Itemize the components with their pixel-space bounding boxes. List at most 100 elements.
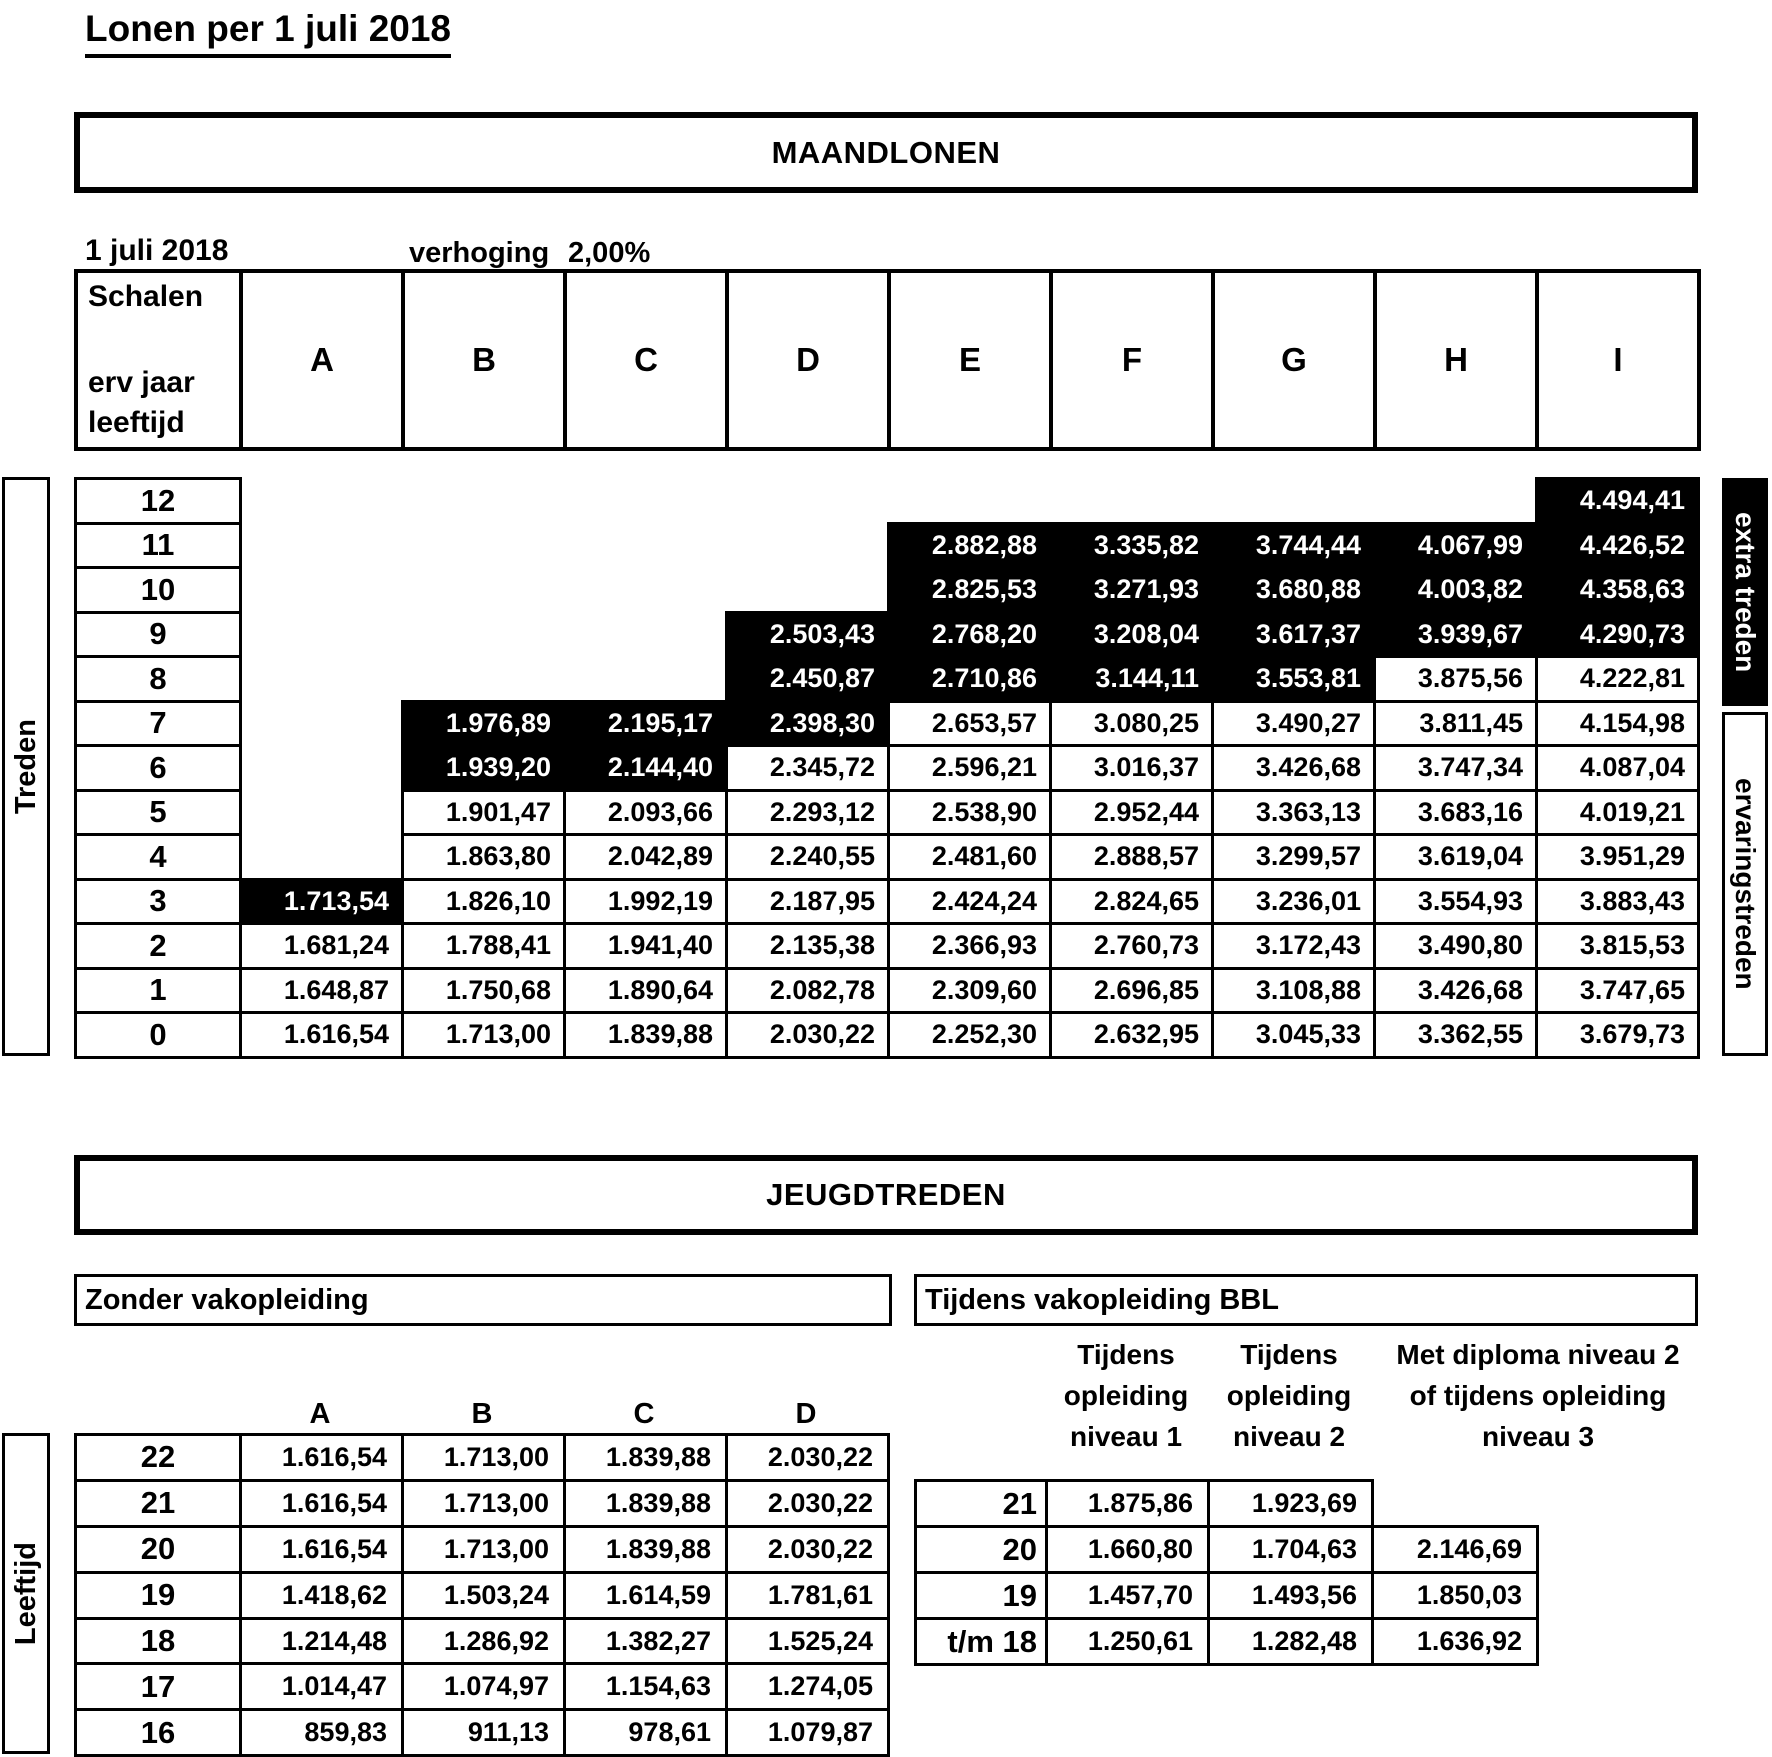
salary-cell: 1.214,48	[239, 1616, 404, 1666]
salary-cell: 1.154,63	[563, 1662, 728, 1712]
salary-cell: 3.553,81	[1211, 655, 1376, 703]
salary-cell: 3.811,45	[1373, 699, 1538, 747]
salary-cell: 4.358,63	[1535, 566, 1700, 614]
salary-cell: 2.825,53	[887, 566, 1052, 614]
salary-cell: 1.839,88	[563, 1478, 728, 1528]
salary-cell: 4.003,82	[1373, 566, 1538, 614]
salary-cell: 2.146,69	[1371, 1525, 1539, 1574]
maandlonen-row-0: 0 1.616,54 1.713,00 1.839,88 2.030,22 2.252,3…	[74, 1011, 1700, 1059]
leeftijd-axis-label: Leeftijd	[9, 1541, 42, 1646]
bbl-row-21: 21 1.875,86 1.923,69	[914, 1479, 1538, 1528]
salary-cell: 3.208,04	[1049, 610, 1214, 658]
salary-cell: 1.616,54	[239, 1478, 404, 1528]
trede-label: 8	[74, 655, 242, 703]
verhoging-label: verhoging	[409, 237, 550, 269]
salary-cell: 2.366,93	[887, 922, 1052, 970]
salary-cell: 4.019,21	[1535, 788, 1700, 836]
salary-cell: 978,61	[563, 1708, 728, 1757]
zonder-row-16: 16 859,83 911,13 978,61 1.079,87	[74, 1708, 890, 1757]
salary-cell: 3.045,33	[1211, 1011, 1376, 1059]
bbl-table: 21 1.875,86 1.923,69 20 1.660,80 1.704,63 2.14…	[914, 1479, 1539, 1666]
column-letter-b: B	[401, 269, 567, 451]
salary-cell	[403, 523, 565, 568]
salary-cell: 2.187,95	[725, 877, 890, 925]
salary-cell: 1.826,10	[401, 877, 566, 925]
salary-cell: 1.636,92	[1371, 1617, 1539, 1666]
salary-cell	[889, 479, 1051, 524]
trede-label: 7	[74, 699, 242, 747]
salary-cell	[241, 523, 403, 568]
zonder-row-19: 19 1.418,62 1.503,24 1.614,59 1.781,61	[74, 1570, 890, 1620]
extra-treden-axis-label: extra treden	[1730, 511, 1761, 673]
maandlonen-row-7: 7 1.976,89 2.195,17 2.398,30 2.653,57 3.080,2…	[74, 699, 1700, 747]
salary-cell: 1.660,80	[1045, 1525, 1210, 1574]
maandlonen-row-8: 8 2.450,87 2.710,86 3.144,11 3.553,81 3.875,5…	[74, 655, 1700, 703]
salary-cell: 1.713,00	[401, 1011, 566, 1059]
salary-cell: 4.222,81	[1535, 655, 1700, 703]
salary-cell: 3.335,82	[1049, 521, 1214, 569]
salary-cell: 3.490,80	[1373, 922, 1538, 970]
treden-axis-label: Treden	[9, 718, 42, 815]
trede-label: 0	[74, 1011, 242, 1059]
salary-cell: 1.781,61	[725, 1570, 890, 1620]
date-label: 1 juli 2018	[85, 234, 229, 267]
salary-cell: 2.760,73	[1049, 922, 1214, 970]
bbl-row-19: 19 1.457,70 1.493,56 1.850,03	[914, 1571, 1539, 1620]
salary-cell: 3.617,37	[1211, 610, 1376, 658]
age-label: 17	[74, 1662, 242, 1712]
salary-cell: 3.144,11	[1049, 655, 1214, 703]
maandlonen-section-box: MAANDLONEN	[74, 112, 1698, 193]
salary-cell: 2.030,22	[725, 1011, 890, 1059]
salary-cell: 1.282,48	[1207, 1617, 1374, 1666]
salary-cell: 859,83	[239, 1708, 404, 1757]
trede-label: 2	[74, 922, 242, 970]
salary-cell: 2.768,20	[887, 610, 1052, 658]
salary-cell: 1.939,20	[401, 744, 566, 792]
salary-cell: 3.951,29	[1535, 833, 1700, 881]
page-title: Lonen per 1 juli 2018	[85, 8, 452, 58]
salary-cell: 1.681,24	[239, 922, 404, 970]
salary-cell: 2.195,17	[563, 699, 728, 747]
salary-cell: 1.074,97	[401, 1662, 566, 1712]
salary-cell: 3.108,88	[1211, 966, 1376, 1014]
trede-label: 5	[74, 788, 242, 836]
salary-cell	[1375, 479, 1537, 524]
salary-cell	[727, 479, 889, 524]
salary-cell: 1.839,88	[563, 1433, 728, 1482]
trede-label: 3	[74, 877, 242, 925]
bbl-box: Tijdens vakopleiding BBL	[914, 1274, 1698, 1326]
salary-cell: 2.144,40	[563, 744, 728, 792]
jeugdtreden-section-box: JEUGDTREDEN	[74, 1155, 1698, 1235]
verhoging-value: 2,00%	[568, 237, 651, 269]
salary-cell: 2.632,95	[1049, 1011, 1214, 1059]
age-label: 20	[914, 1525, 1048, 1574]
salary-cell: 4.067,99	[1373, 521, 1538, 569]
corner-line-schalen: Schalen	[88, 280, 204, 313]
salary-cell	[727, 568, 889, 613]
bbl-column-header-niveau-2: Tijdens opleiding niveau 2	[1226, 1339, 1352, 1452]
column-letter-h: H	[1373, 269, 1539, 451]
salary-cell: 1.616,54	[239, 1011, 404, 1059]
salary-cell: 2.398,30	[725, 699, 890, 747]
salary-cell: 3.679,73	[1535, 1011, 1700, 1059]
salary-cell: 3.490,27	[1211, 699, 1376, 747]
salary-cell: 1.713,00	[401, 1524, 566, 1574]
age-label: 19	[74, 1570, 242, 1620]
salary-cell	[565, 657, 727, 702]
salary-cell: 1.976,89	[401, 699, 566, 747]
zonder-column-letter-c: C	[633, 1398, 655, 1430]
salary-cell: 2.030,22	[725, 1433, 890, 1482]
salary-cell: 1.274,05	[725, 1662, 890, 1712]
salary-cell: 2.481,60	[887, 833, 1052, 881]
salary-cell: 1.286,92	[401, 1616, 566, 1666]
zonder-row-22: 22 1.616,54 1.713,00 1.839,88 2.030,22	[74, 1433, 890, 1482]
maandlonen-row-10: 10 2.825,53 3.271,93 3.680,88 4.003,82 4.358,…	[74, 566, 1700, 614]
salary-cell: 4.494,41	[1535, 477, 1700, 525]
salary-cell: 1.382,27	[563, 1616, 728, 1666]
salary-cell: 1.713,00	[401, 1478, 566, 1528]
age-label: 21	[914, 1479, 1048, 1528]
salary-cell: 1.839,88	[563, 1524, 728, 1574]
salary-cell: 3.271,93	[1049, 566, 1214, 614]
trede-label: 6	[74, 744, 242, 792]
salary-cell: 1.890,64	[563, 966, 728, 1014]
